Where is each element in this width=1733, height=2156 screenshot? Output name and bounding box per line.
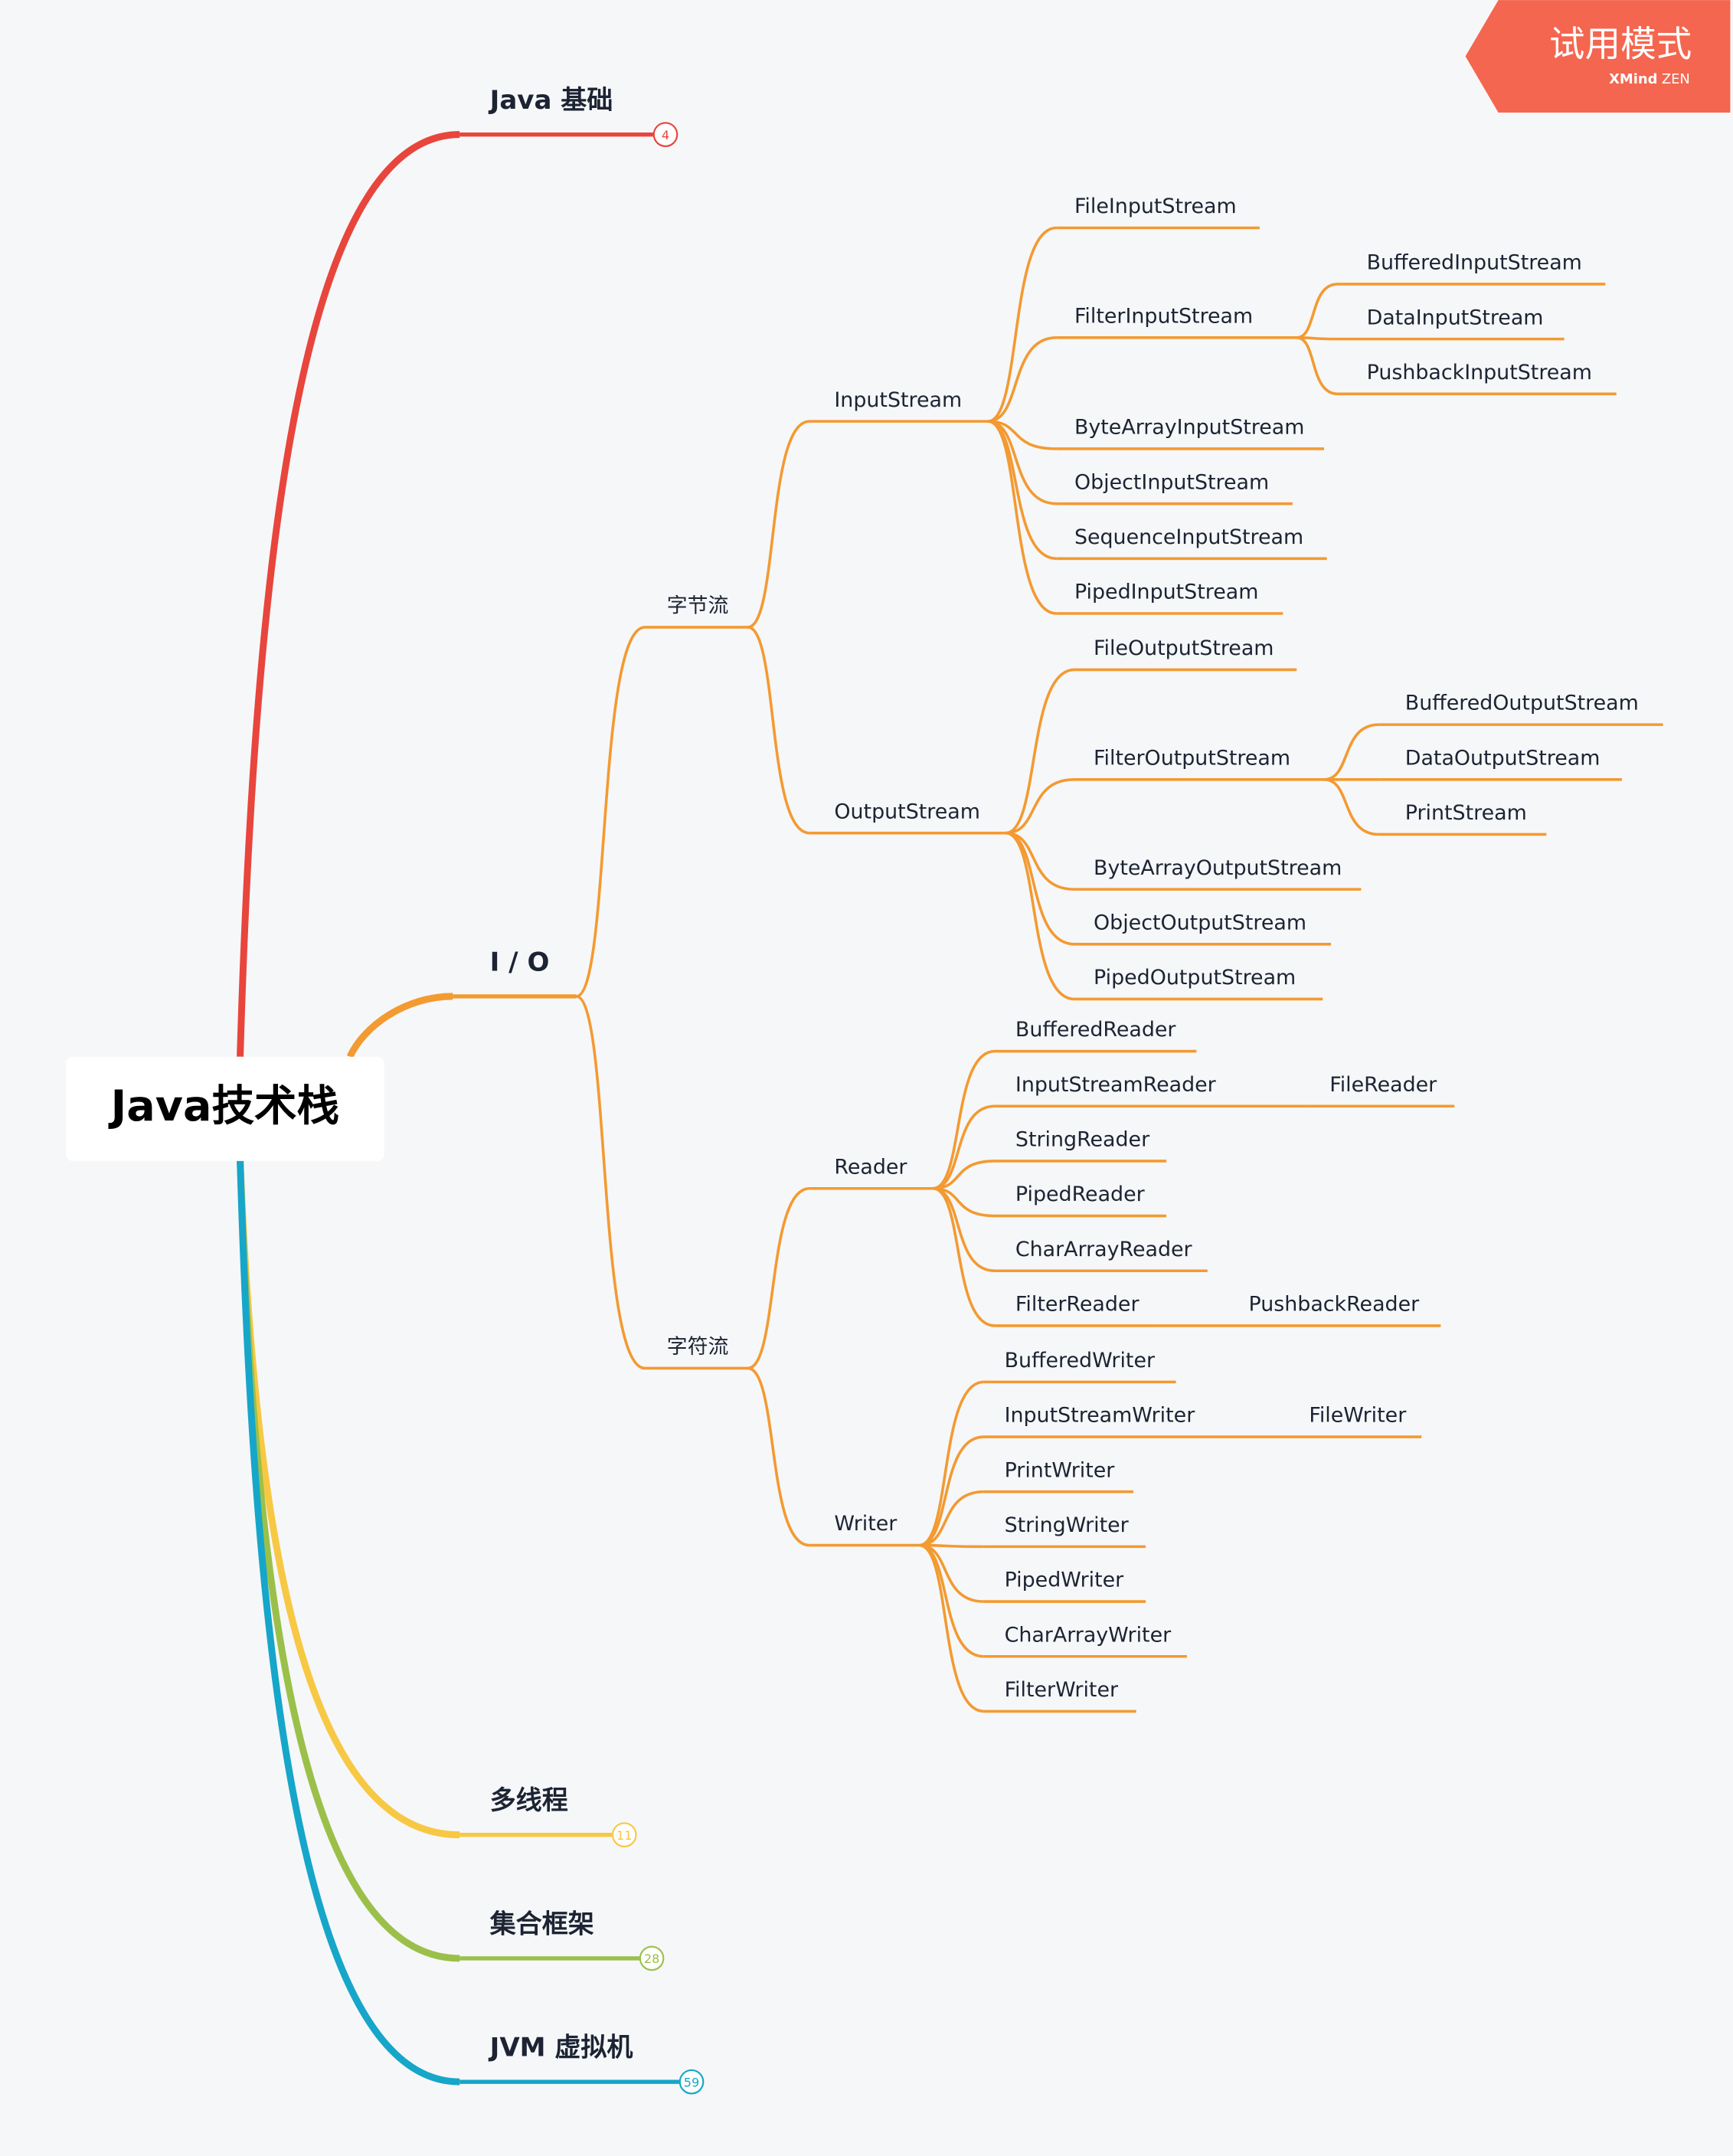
count-label: 28 <box>644 1952 660 1966</box>
subtopic-label: StringReader <box>1015 1128 1150 1152</box>
subtopic-label: ObjectOutputStream <box>1094 911 1306 934</box>
branch <box>1323 723 1379 781</box>
branch <box>747 1366 810 1547</box>
subtopic-label: FilterWriter <box>1005 1678 1119 1702</box>
subtopic-label: FileInputStream <box>1074 195 1237 218</box>
branch <box>1005 831 1075 946</box>
count-badge <box>611 1822 637 1847</box>
branch <box>919 1435 984 1547</box>
branch <box>919 1543 984 1549</box>
subtopic-label: PipedOutputStream <box>1094 966 1296 990</box>
branch <box>1296 336 1339 396</box>
subtopic-label: DataInputStream <box>1367 306 1544 329</box>
subtopic-label: PipedWriter <box>1005 1569 1125 1592</box>
subtopic-label: ObjectInputStream <box>1074 470 1269 494</box>
subtopic-label: PipedInputStream <box>1074 581 1258 604</box>
branch <box>575 995 646 1370</box>
topic-label: I / O <box>490 947 550 977</box>
subtopic-label: CharArrayReader <box>1015 1238 1193 1261</box>
subtopic-label: PipedReader <box>1015 1183 1146 1206</box>
subtopic-label: Reader <box>834 1155 907 1179</box>
watermark-title: 试用模式 <box>1549 23 1692 64</box>
branch <box>1323 777 1379 836</box>
branch <box>987 336 1057 423</box>
count-label: 4 <box>662 128 669 142</box>
subtopic-label: BufferedWriter <box>1005 1349 1156 1372</box>
subtopic-label: DataOutputStream <box>1405 746 1601 770</box>
branch <box>747 626 810 835</box>
subtopic-label: PushbackInputStream <box>1367 361 1592 384</box>
branch <box>1005 831 1074 891</box>
watermark-edition: ZEN <box>1662 71 1690 87</box>
subtopic-label: ByteArrayOutputStream <box>1094 856 1342 880</box>
subtopic-label: InputStreamReader <box>1015 1073 1217 1097</box>
subtopic-label: FileOutputStream <box>1094 636 1274 660</box>
subtopic-label: FilterReader <box>1015 1293 1140 1317</box>
count-label: 59 <box>684 2075 700 2089</box>
subtopic-label: BufferedReader <box>1015 1018 1177 1042</box>
main-branch <box>346 993 453 1058</box>
subtopic-label: FileReader <box>1329 1073 1437 1097</box>
branch <box>987 420 1057 505</box>
subtopic-label: BufferedInputStream <box>1367 251 1582 275</box>
subtopic-label: InputStream <box>834 388 962 412</box>
topic-label: 集合框架 <box>489 1909 594 1939</box>
branch <box>933 1186 996 1327</box>
watermark-badge <box>1465 0 1731 113</box>
topic-label: 多线程 <box>490 1785 568 1816</box>
branch <box>919 1380 984 1547</box>
root-label: Java技术栈 <box>108 1081 339 1131</box>
subtopic-label: Writer <box>834 1512 898 1536</box>
watermark-brand: XMind <box>1609 71 1657 87</box>
subtopic-label: 字节流 <box>667 594 729 618</box>
subtopic-label: BufferedOutputStream <box>1405 692 1639 715</box>
branch <box>933 1160 996 1190</box>
branch <box>919 1543 984 1713</box>
subtopic-label: PrintStream <box>1405 801 1527 825</box>
main-branch <box>237 1159 460 2086</box>
main-branch <box>237 131 460 1057</box>
subtopic-label: StringWriter <box>1005 1513 1130 1537</box>
topic-label: JVM 虚拟机 <box>489 2033 633 2063</box>
count-badge <box>652 122 678 147</box>
branch <box>747 420 810 629</box>
branch <box>747 1186 810 1370</box>
topic-label: Java 基础 <box>489 85 613 116</box>
branch <box>575 626 646 998</box>
branch <box>1005 831 1075 1001</box>
branch <box>988 420 1057 450</box>
subtopic-label: InputStreamWriter <box>1005 1404 1196 1428</box>
branch <box>933 1104 996 1190</box>
branch <box>987 420 1057 615</box>
branch <box>1296 283 1339 339</box>
count-badge <box>639 1945 665 1971</box>
branch <box>1005 777 1074 835</box>
branch <box>1005 668 1075 835</box>
subtopic-label: OutputStream <box>834 800 979 823</box>
subtopic-label: PushbackReader <box>1249 1293 1421 1317</box>
subtopic-label: FilterOutputStream <box>1094 746 1290 770</box>
branch <box>987 226 1057 423</box>
branch <box>933 1049 996 1190</box>
subtopic-label: FilterInputStream <box>1074 304 1253 328</box>
branch <box>919 1490 984 1547</box>
subtopic-label: FileWriter <box>1309 1404 1407 1428</box>
subtopic-label: 字符流 <box>667 1335 729 1359</box>
subtopic-label: SequenceInputStream <box>1074 525 1303 549</box>
root-box <box>66 1056 384 1161</box>
branch <box>919 1543 984 1658</box>
branch <box>919 1543 984 1603</box>
count-badge <box>678 2069 705 2095</box>
subtopic-label: PrintWriter <box>1005 1458 1116 1482</box>
subtopic-label: CharArrayWriter <box>1005 1623 1172 1647</box>
branch <box>933 1186 996 1218</box>
count-label: 11 <box>616 1828 633 1843</box>
subtopic-label: ByteArrayInputStream <box>1074 416 1304 440</box>
